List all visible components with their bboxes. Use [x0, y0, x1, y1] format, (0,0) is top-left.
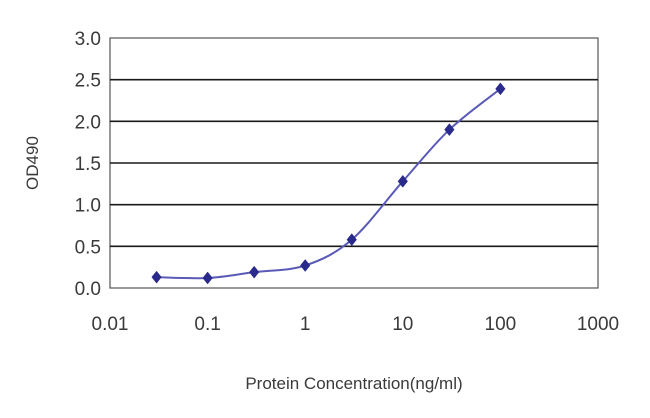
x-tick-label: 1000: [577, 314, 619, 335]
data-point-marker: [495, 82, 506, 96]
data-point-marker: [444, 123, 455, 137]
y-axis-ticks: 0.0 0.5 1.0 1.5 2.0 2.5 3.0: [75, 29, 101, 300]
y-axis-title: OD490: [23, 136, 42, 190]
y-tick-label: 3.0: [75, 29, 101, 50]
data-point-marker: [346, 233, 357, 247]
x-tick-label: 0.1: [194, 314, 220, 335]
y-tick-label: 1.0: [75, 196, 101, 217]
data-point-marker: [202, 271, 213, 285]
x-axis-title: Protein Concentration(ng/ml): [245, 374, 462, 393]
x-tick-label: 100: [485, 314, 517, 335]
x-tick-label: 10: [392, 314, 413, 335]
y-tick-label: 2.5: [75, 71, 101, 92]
grid-lines: [110, 78, 598, 248]
y-tick-label: 2.0: [75, 112, 101, 133]
data-point-marker: [249, 265, 260, 279]
y-tick-label: 1.5: [75, 154, 101, 175]
x-axis-ticks: 0.01 0.1 1 10 100 1000: [92, 314, 620, 335]
x-tick-label: 1: [300, 314, 311, 335]
x-tick-label: 0.01: [92, 314, 129, 335]
y-tick-label: 0.5: [75, 237, 101, 258]
data-point-marker: [397, 174, 408, 188]
y-tick-label: 0.0: [75, 279, 101, 300]
data-markers: [151, 82, 506, 285]
data-point-marker: [300, 259, 311, 272]
data-point-marker: [151, 270, 162, 284]
